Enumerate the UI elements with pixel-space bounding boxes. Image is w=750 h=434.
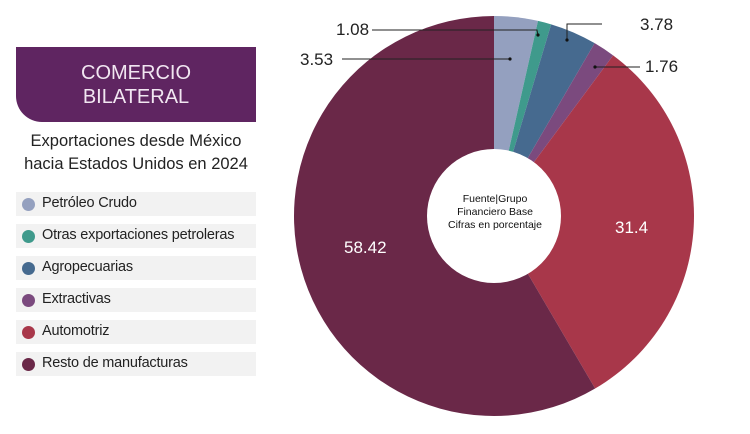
legend-item: Petróleo Crudo (16, 192, 256, 216)
source-line-3: Cifras en porcentaje (448, 219, 542, 231)
legend-swatch-icon (22, 326, 35, 339)
data-label-extractivas: 1.76 (645, 57, 679, 76)
legend-item: Automotriz (16, 320, 256, 344)
leader-agropecuarias (566, 23, 602, 40)
legend-swatch-icon (22, 198, 35, 211)
source-line-2: Financiero Base (457, 206, 533, 218)
leader-dot (508, 57, 512, 61)
data-label-otras: 1.08 (336, 20, 370, 39)
header-line-1: COMERCIO (81, 62, 191, 84)
data-label-agropecuarias: 3.78 (640, 15, 674, 34)
legend-label: Agropecuarias (42, 259, 133, 275)
leader-dot (536, 33, 540, 37)
legend-swatch-icon (22, 294, 35, 307)
source-note: Fuente|Grupo Financiero Base Cifras en p… (430, 193, 560, 232)
legend-swatch-icon (22, 262, 35, 275)
header-line-2: BILATERAL (82, 86, 190, 108)
chart-subtitle: Exportaciones desde México hacia Estados… (10, 130, 262, 176)
donut-hole (427, 149, 561, 283)
legend-label: Petróleo Crudo (42, 195, 137, 211)
legend-swatch-icon (22, 230, 35, 243)
leader-dot (593, 65, 597, 69)
data-label-automotriz: 31.4 (615, 218, 649, 237)
legend-label: Extractivas (42, 291, 111, 307)
subtitle-line-2: hacia Estados Unidos en 2024 (24, 155, 248, 173)
source-line-1: Fuente|Grupo (462, 193, 528, 205)
legend-item: Otras exportaciones petroleras (16, 224, 256, 248)
legend-item: Agropecuarias (16, 256, 256, 280)
pie-slice-4 (494, 55, 694, 389)
legend-item: Extractivas (16, 288, 256, 312)
legend-label: Otras exportaciones petroleras (42, 227, 235, 243)
data-label-resto: 58.42 (344, 238, 387, 257)
leader-otras (372, 29, 539, 36)
header-banner: COMERCIO BILATERAL (16, 47, 256, 122)
legend-label: Automotriz (42, 323, 110, 339)
subtitle-line-1: Exportaciones desde México (30, 132, 242, 150)
legend-item: Resto de manufacturas (16, 352, 256, 376)
legend-swatch-icon (22, 358, 35, 371)
leader-dot (565, 38, 569, 42)
data-label-petroleo: 3.53 (300, 50, 334, 69)
legend-label: Resto de manufacturas (42, 355, 188, 371)
